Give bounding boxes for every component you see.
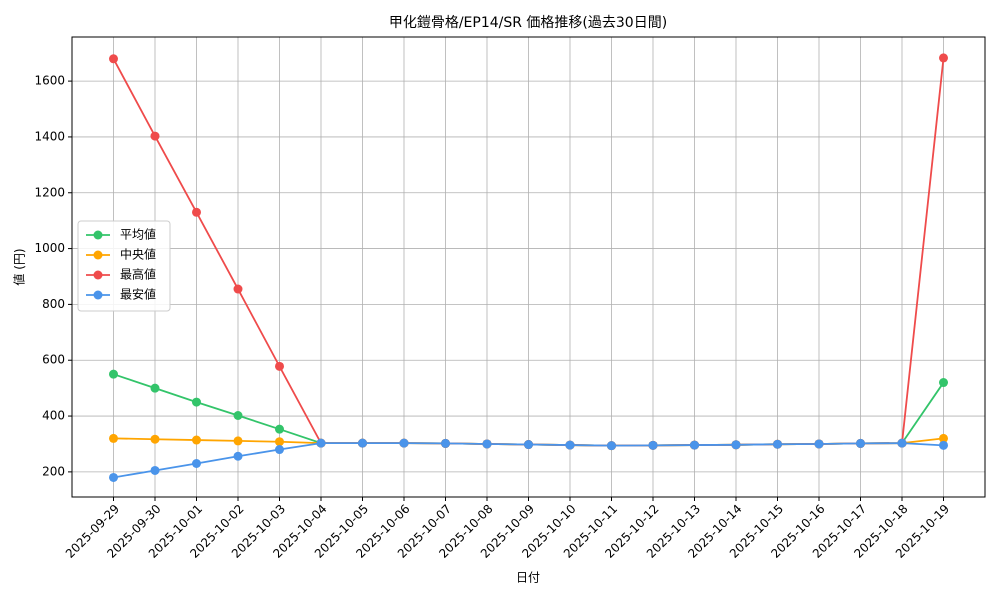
point xyxy=(648,440,658,450)
point xyxy=(150,465,160,475)
point xyxy=(192,435,201,445)
point xyxy=(814,439,824,449)
legend-label: 平均値 xyxy=(120,227,156,242)
legend-marker xyxy=(93,270,103,280)
point xyxy=(192,397,201,407)
point xyxy=(607,441,616,451)
chart-title: 甲化鎧骨格/EP14/SR 価格推移(過去30日間) xyxy=(389,15,667,31)
point xyxy=(856,438,865,448)
legend-label: 最安値 xyxy=(120,287,156,302)
point xyxy=(731,440,741,450)
point xyxy=(939,433,948,443)
point xyxy=(275,361,284,371)
point xyxy=(233,410,243,420)
y-tick-label: 1600 xyxy=(34,74,65,88)
point xyxy=(939,378,948,388)
legend-marker xyxy=(93,250,103,260)
point xyxy=(109,472,118,482)
point xyxy=(150,434,160,444)
point xyxy=(399,438,409,448)
point xyxy=(316,438,326,448)
point xyxy=(192,207,201,217)
legend-box xyxy=(77,220,171,312)
point xyxy=(565,440,575,450)
point xyxy=(897,438,907,448)
y-tick-label: 1200 xyxy=(34,185,65,199)
point xyxy=(150,131,160,141)
y-tick-label: 200 xyxy=(42,464,65,478)
legend-label: 中央値 xyxy=(120,247,156,262)
point xyxy=(233,284,243,294)
plot-frame xyxy=(71,36,986,498)
point xyxy=(275,437,284,447)
y-tick-label: 600 xyxy=(42,353,65,367)
y-tick-label: 800 xyxy=(42,297,65,311)
point xyxy=(524,440,533,450)
legend-label: 最高値 xyxy=(120,267,156,282)
point xyxy=(109,54,118,64)
point xyxy=(192,459,201,469)
point xyxy=(773,439,782,449)
point xyxy=(939,440,948,450)
point xyxy=(482,439,492,449)
x-axis-label: 日付 xyxy=(516,571,540,585)
legend-marker xyxy=(93,290,103,300)
legend-marker xyxy=(93,230,103,240)
point xyxy=(275,424,284,434)
point xyxy=(150,383,160,393)
point xyxy=(939,53,948,63)
y-tick-label: 1400 xyxy=(34,129,65,143)
point xyxy=(358,438,367,448)
point xyxy=(690,440,699,450)
y-tick-label: 400 xyxy=(42,409,65,423)
point xyxy=(109,369,118,379)
point xyxy=(233,436,243,446)
point xyxy=(233,451,243,461)
y-axis-label: 値 (円) xyxy=(12,248,27,285)
point xyxy=(441,438,450,448)
point xyxy=(275,445,284,455)
point xyxy=(109,433,118,443)
y-tick-label: 1000 xyxy=(34,241,65,255)
